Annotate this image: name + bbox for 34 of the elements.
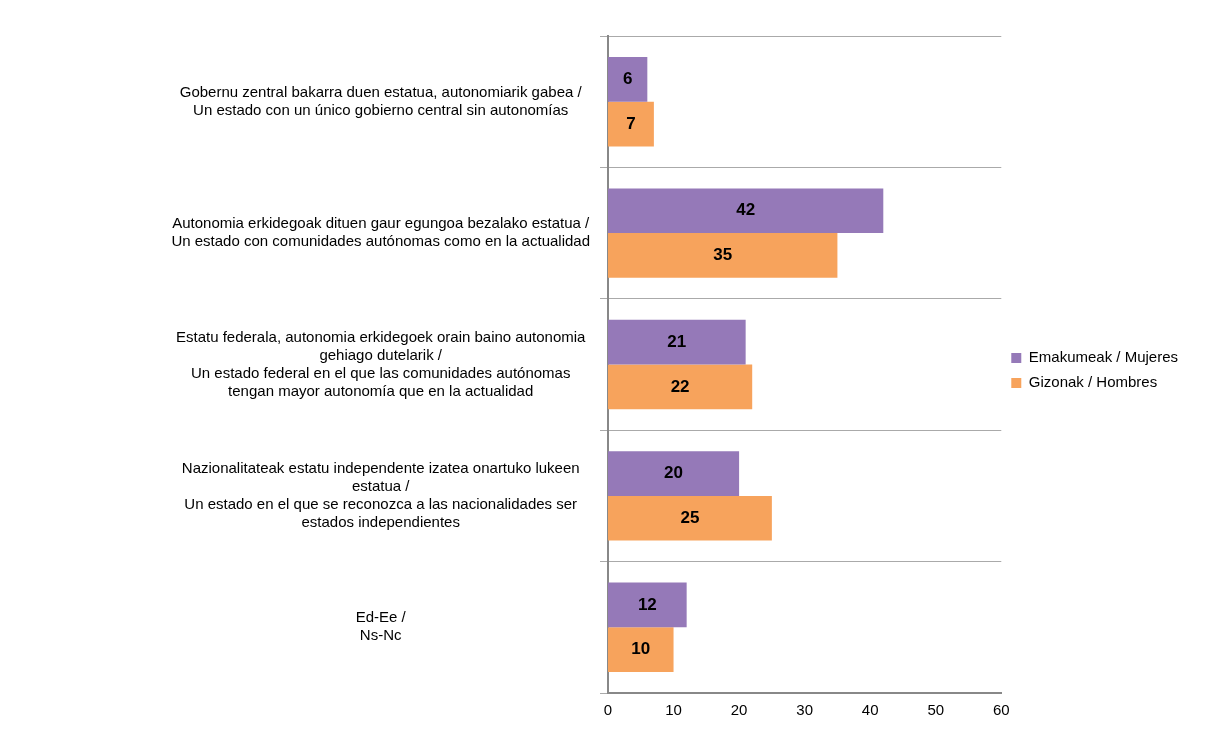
x-tick-label: 20 — [730, 701, 748, 719]
legend-label: Emakumeak / Mujeres — [1028, 348, 1178, 366]
data-label: 6 — [622, 69, 633, 89]
data-label: 25 — [680, 507, 700, 527]
bar — [608, 57, 648, 102]
data-label: 20 — [664, 463, 684, 483]
x-tick-label: 60 — [992, 701, 1010, 719]
data-label: 35 — [713, 245, 733, 265]
y-tick-label: Ed-Ee / Ns-Nc — [355, 608, 407, 644]
x-tick-label: 40 — [861, 701, 879, 719]
y-tick-label: Estatu federala, autonomia erkidegoek orain baino autonomia gehiago dutelarik / Un estado federal en el que las comunidades autónomas tengan mayor autonomía que en la actualidad — [175, 327, 587, 399]
data-label: 21 — [667, 331, 687, 351]
bar — [608, 233, 838, 278]
bar — [608, 627, 674, 672]
bar — [608, 364, 753, 410]
bar — [608, 451, 740, 496]
bar — [608, 495, 772, 541]
y-tick-label: Nazionalitateak estatu independente izatea onartuko lukeen estatua / Un estado en el que se reconozca a las nacionalidades ser estados independientes — [181, 459, 580, 531]
data-label: 42 — [736, 200, 756, 220]
x-tick-label: 0 — [603, 701, 613, 719]
bar — [608, 188, 884, 234]
legend-label: Gizonak / Hombres — [1028, 373, 1158, 391]
bar — [608, 319, 746, 365]
y-tick-label: Autonomia erkidegoak dituen gaur egungoa bezalako estatua / Un estado con comunidades autónomas como en la actualidad — [171, 214, 591, 250]
x-tick-label: 50 — [927, 701, 945, 719]
x-tick-label: 10 — [665, 701, 682, 719]
bar — [608, 101, 654, 147]
data-label: 10 — [631, 639, 651, 659]
data-label: 7 — [626, 113, 636, 133]
data-label: 22 — [670, 376, 690, 396]
x-tick-label: 30 — [796, 701, 813, 719]
data-label: 12 — [637, 594, 657, 614]
bar — [608, 582, 687, 628]
y-tick-label: Gobernu zentral bakarra duen estatua, autonomiarik gabea / Un estado con un único gobierno central sin autonomías — [179, 82, 583, 118]
